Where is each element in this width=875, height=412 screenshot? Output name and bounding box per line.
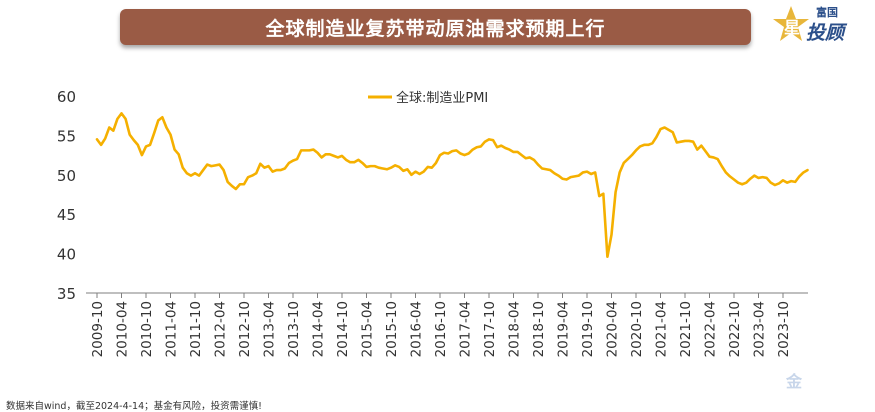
x-tick-label: 2018-10 [531,301,547,357]
x-tick-label: 2022-10 [727,301,743,357]
x-tick-label: 2022-04 [703,301,719,357]
x-tick-label: 2016-04 [409,301,425,357]
y-tick-label: 40 [57,246,76,264]
page-title: 全球制造业复苏带动原油需求预期上行 [265,17,606,40]
logo-line2: 投顾 [806,22,845,44]
x-tick-label: 2013-04 [262,301,278,357]
series-line-global-pmi [95,112,809,259]
y-tick-label: 60 [57,88,76,106]
x-tick-label: 2019-10 [580,301,596,357]
x-tick-label: 2017-04 [458,301,474,357]
x-tick-label: 2011-04 [164,301,180,357]
x-tick-label: 2018-04 [507,301,523,357]
x-tick-label: 2017-10 [482,301,498,357]
source-note: 数据来自wind，截至2024-4-14；基金有风险，投资需谨慎! [6,401,262,412]
star-icon [773,6,809,41]
x-tick-label: 2020-04 [605,301,621,357]
x-tick-label: 2020-10 [629,301,645,357]
logo-line1: 富国 [816,6,838,19]
x-tick-label: 2015-04 [360,301,376,357]
x-tick-label: 2010-10 [139,301,155,357]
x-tick-label: 2009-10 [90,301,106,357]
logo-accent: 星 [784,18,801,37]
x-tick-label: 2023-10 [776,301,792,357]
x-tick-label: 2016-10 [433,301,449,357]
x-tick-label: 2021-10 [678,301,694,357]
legend-label: 全球:制造业PMI [396,90,488,106]
y-tick-label: 45 [57,206,76,224]
watermark: 金 [786,372,803,391]
y-tick-label: 55 [57,127,76,145]
x-tick-label: 2023-04 [752,301,768,357]
x-tick-label: 2019-04 [556,301,572,357]
x-tick-label: 2012-04 [213,301,229,357]
x-tick-label: 2015-10 [384,301,400,357]
x-tick-label: 2021-04 [654,301,670,357]
title-banner: 全球制造业复苏带动原油需求预期上行 [120,9,751,45]
x-tick-label: 2011-10 [188,301,204,357]
x-tick-label: 2014-04 [311,301,327,357]
y-tick-label: 50 [57,167,76,185]
brand-logo: 富国 投顾 星 [772,2,872,46]
x-tick-label: 2014-10 [335,301,351,357]
x-tick-label: 2012-10 [237,301,253,357]
y-tick-label: 35 [57,285,76,303]
x-tick-label: 2013-10 [286,301,302,357]
x-tick-label: 2010-04 [115,301,131,357]
